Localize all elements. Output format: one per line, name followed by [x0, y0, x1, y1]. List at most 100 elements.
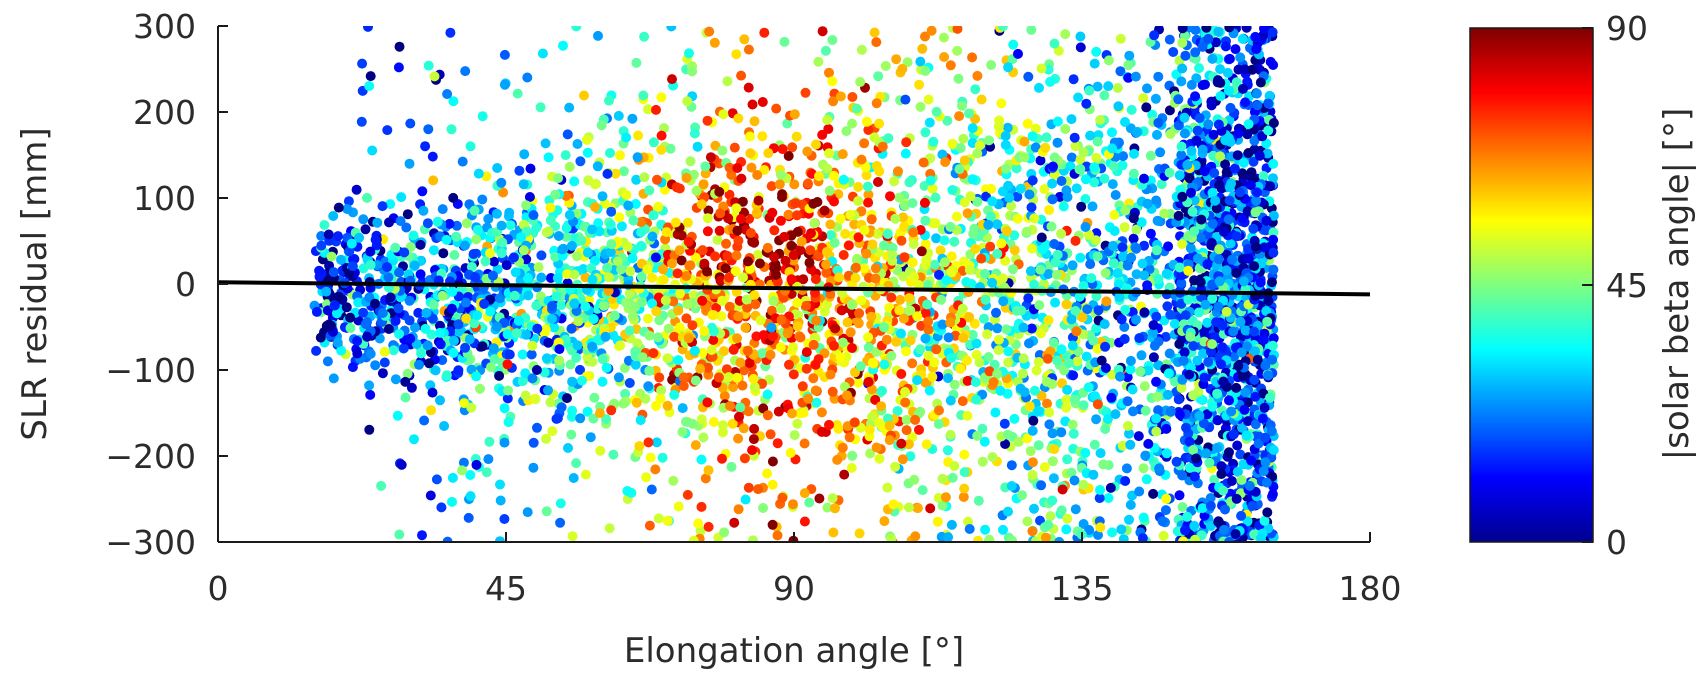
scatter-point	[920, 333, 931, 344]
scatter-point	[1022, 433, 1033, 444]
scatter-point	[1268, 333, 1279, 344]
scatter-point	[817, 129, 828, 140]
scatter-point	[1066, 114, 1077, 125]
scatter-point	[545, 273, 556, 283]
scatter-point	[945, 395, 956, 406]
scatter-point	[762, 389, 773, 400]
scatter-point	[1120, 117, 1130, 127]
scatter-point	[1148, 352, 1159, 363]
scatter-point	[795, 332, 806, 343]
scatter-point	[842, 317, 853, 328]
scatter-point	[1221, 167, 1232, 178]
scatter-point	[1232, 150, 1243, 161]
scatter-point	[488, 270, 498, 281]
scatter-point	[983, 219, 994, 230]
scatter-point	[420, 141, 431, 152]
scatter-point	[752, 170, 763, 180]
scatter-point	[1258, 466, 1269, 477]
scatter-point	[830, 503, 840, 514]
scatter-point	[552, 413, 563, 424]
scatter-point	[771, 103, 782, 114]
scatter-point	[1251, 88, 1262, 99]
scatter-point	[1161, 493, 1172, 504]
scatter-point	[1257, 413, 1268, 424]
scatter-point	[698, 432, 709, 443]
scatter-point	[959, 197, 970, 208]
scatter-point	[1050, 257, 1061, 268]
scatter-point	[592, 334, 603, 345]
scatter-point	[939, 235, 950, 246]
scatter-point	[1139, 270, 1150, 281]
scatter-point	[690, 375, 701, 386]
scatter-point	[547, 313, 557, 324]
scatter-point	[396, 192, 407, 203]
scatter-point	[1092, 81, 1103, 92]
scatter-point	[1019, 387, 1030, 398]
scatter-point	[908, 227, 919, 238]
scatter-point	[897, 454, 908, 465]
scatter-point	[985, 211, 996, 222]
scatter-point	[687, 320, 698, 331]
scatter-point	[900, 387, 910, 397]
scatter-point	[632, 338, 643, 349]
scatter-point	[1024, 189, 1035, 200]
scatter-point	[540, 324, 551, 335]
scatter-point	[871, 442, 882, 453]
scatter-point	[1025, 266, 1036, 277]
scatter-point	[702, 213, 713, 224]
scatter-point	[377, 201, 388, 212]
scatter-point	[943, 532, 954, 542]
scatter-point	[834, 272, 844, 283]
scatter-point	[1243, 416, 1253, 427]
scatter-point	[1252, 100, 1263, 111]
scatter-point	[597, 354, 608, 365]
scatter-point	[600, 331, 611, 342]
scatter-point	[1044, 407, 1055, 418]
scatter-point	[837, 149, 848, 160]
scatter-point	[999, 418, 1010, 429]
scatter-point	[581, 134, 592, 145]
scatter-point	[937, 319, 948, 330]
scatter-point	[1131, 224, 1142, 235]
scatter-point	[1267, 340, 1278, 351]
scatter-point	[866, 214, 877, 225]
scatter-point	[702, 115, 713, 126]
scatter-point	[884, 435, 895, 446]
scatter-point	[1207, 293, 1218, 304]
scatter-point	[504, 207, 515, 218]
scatter-point	[1114, 292, 1125, 303]
scatter-point	[1092, 136, 1103, 147]
scatter-point	[943, 332, 954, 343]
scatter-point	[912, 311, 923, 322]
scatter-point	[933, 419, 944, 429]
scatter-point	[1239, 64, 1250, 75]
scatter-point	[1003, 346, 1014, 357]
scatter-point	[673, 355, 684, 366]
scatter-point	[1141, 102, 1152, 113]
scatter-point	[986, 183, 997, 194]
scatter-point	[1008, 39, 1019, 50]
scatter-point	[1122, 372, 1133, 383]
scatter-point	[1200, 299, 1211, 310]
scatter-point	[328, 211, 339, 221]
scatter-point	[1175, 409, 1185, 420]
scatter-point	[353, 297, 364, 308]
scatter-point	[821, 267, 832, 278]
scatter-point	[1075, 164, 1086, 174]
scatter-point	[1205, 493, 1216, 503]
scatter-point	[1049, 239, 1060, 249]
scatter-point	[365, 259, 376, 270]
scatter-point	[1080, 447, 1091, 458]
scatter-point	[552, 273, 563, 284]
scatter-point	[879, 516, 890, 527]
scatter-point	[920, 308, 931, 319]
scatter-point	[814, 171, 824, 182]
scatter-point	[1124, 514, 1134, 525]
scatter-point	[618, 166, 629, 177]
scatter-point	[1088, 335, 1099, 346]
scatter-point	[930, 218, 941, 229]
scatter-point	[1215, 151, 1226, 162]
scatter-point	[665, 143, 676, 154]
scatter-point	[1263, 295, 1274, 306]
scatter-point	[484, 436, 495, 447]
